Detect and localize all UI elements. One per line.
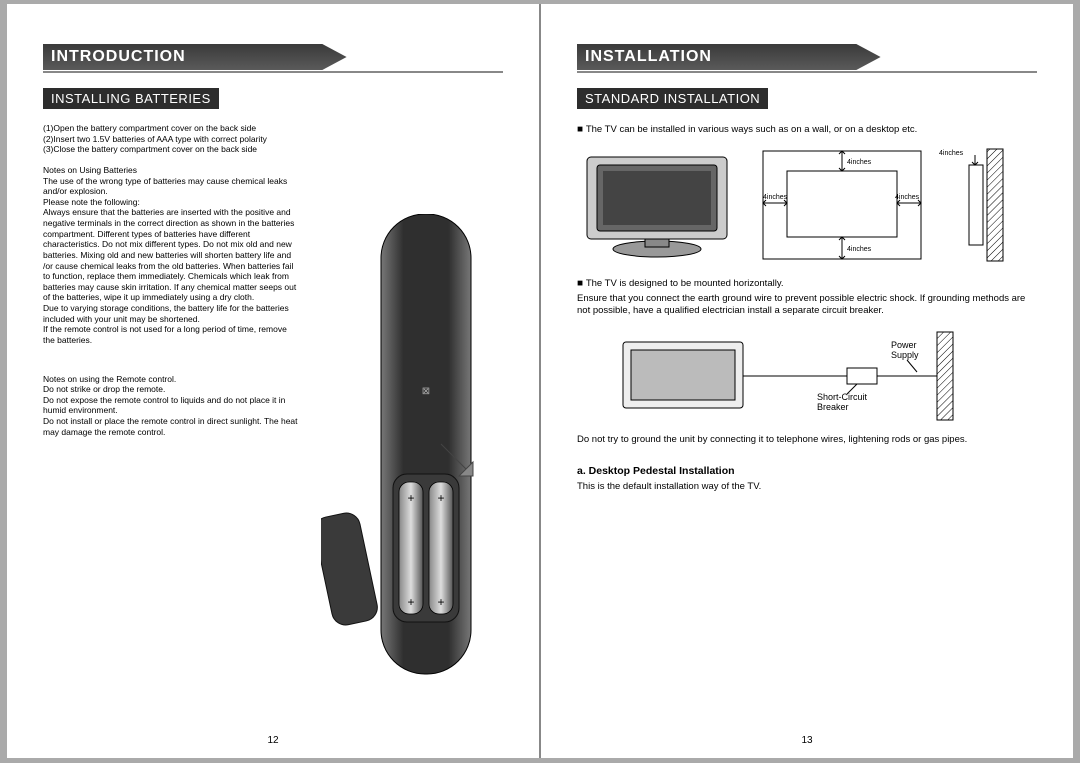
tv-desktop-diagram xyxy=(577,145,747,265)
svg-text:+: + xyxy=(437,595,444,609)
notes-batteries-title: Notes on Using Batteries xyxy=(43,165,301,176)
svg-text:+: + xyxy=(407,595,414,609)
page-number-right: 13 xyxy=(801,735,812,746)
tv-diagrams-row: 4inches 4inches 4inches 4inches 4inches xyxy=(577,145,1037,265)
svg-text:⊠: ⊠ xyxy=(422,386,430,397)
svg-text:4inches: 4inches xyxy=(939,150,964,157)
subheader-installing-batteries: INSTALLING BATTERIES xyxy=(43,88,219,109)
banner-installation: INSTALLATION xyxy=(577,44,1037,70)
tv-wallmount-diagram: 4inches xyxy=(937,145,1007,265)
tv-clearance-diagram: 4inches 4inches 4inches 4inches xyxy=(757,145,927,265)
notes-remote-title: Notes on using the Remote control. xyxy=(43,374,301,385)
banner-text: INTRODUCTION xyxy=(43,44,194,66)
page-right: INSTALLATION STANDARD INSTALLATION ■ The… xyxy=(541,4,1073,758)
svg-text:+: + xyxy=(407,491,414,505)
battery-steps: (1)Open the battery compartment cover on… xyxy=(43,123,301,155)
svg-text:Supply: Supply xyxy=(891,350,919,360)
subsection-a-body: This is the default installation way of … xyxy=(577,481,1037,494)
svg-text:Power: Power xyxy=(891,340,917,350)
page-number-left: 12 xyxy=(267,735,278,746)
banner-text: INSTALLATION xyxy=(577,44,720,66)
page-left: INTRODUCTION INSTALLING BATTERIES (1)Ope… xyxy=(7,4,539,758)
clearance-top: 4inches xyxy=(847,159,872,166)
svg-text:Breaker: Breaker xyxy=(817,402,849,412)
install-line2: ■ The TV is designed to be mounted horiz… xyxy=(577,277,1037,291)
circuit-diagram: Power Supply Short-Circuit Breaker xyxy=(617,326,997,426)
install-line2b: Ensure that you connect the earth ground… xyxy=(577,293,1037,319)
banner-introduction: INTRODUCTION xyxy=(43,44,503,70)
install-line1: ■ The TV can be installed in various way… xyxy=(577,123,1037,137)
subheader-standard-installation: STANDARD INSTALLATION xyxy=(577,88,768,109)
svg-text:+: + xyxy=(437,491,444,505)
install-line2-text: The TV is designed to be mounted horizon… xyxy=(586,278,784,289)
clearance-left: 4inches xyxy=(763,194,788,201)
circuit-diagram-row: Power Supply Short-Circuit Breaker xyxy=(617,326,1037,426)
clearance-bottom: 4inches xyxy=(847,246,872,253)
clearance-right: 4inches xyxy=(895,194,920,201)
subsection-a-title: a. Desktop Pedestal Installation xyxy=(577,465,1037,477)
install-line1-text: The TV can be installed in various ways … xyxy=(586,124,917,135)
notes-batteries-body: The use of the wrong type of batteries m… xyxy=(43,176,301,346)
remote-illustration: ⊠ + + + + xyxy=(321,214,501,684)
ground-warning: Do not try to ground the unit by connect… xyxy=(577,434,1037,447)
notes-remote-body: Do not strike or drop the remote. Do not… xyxy=(43,384,301,437)
manual-spread: INTRODUCTION INSTALLING BATTERIES (1)Ope… xyxy=(7,4,1073,758)
svg-text:Short-Circuit: Short-Circuit xyxy=(817,392,868,402)
